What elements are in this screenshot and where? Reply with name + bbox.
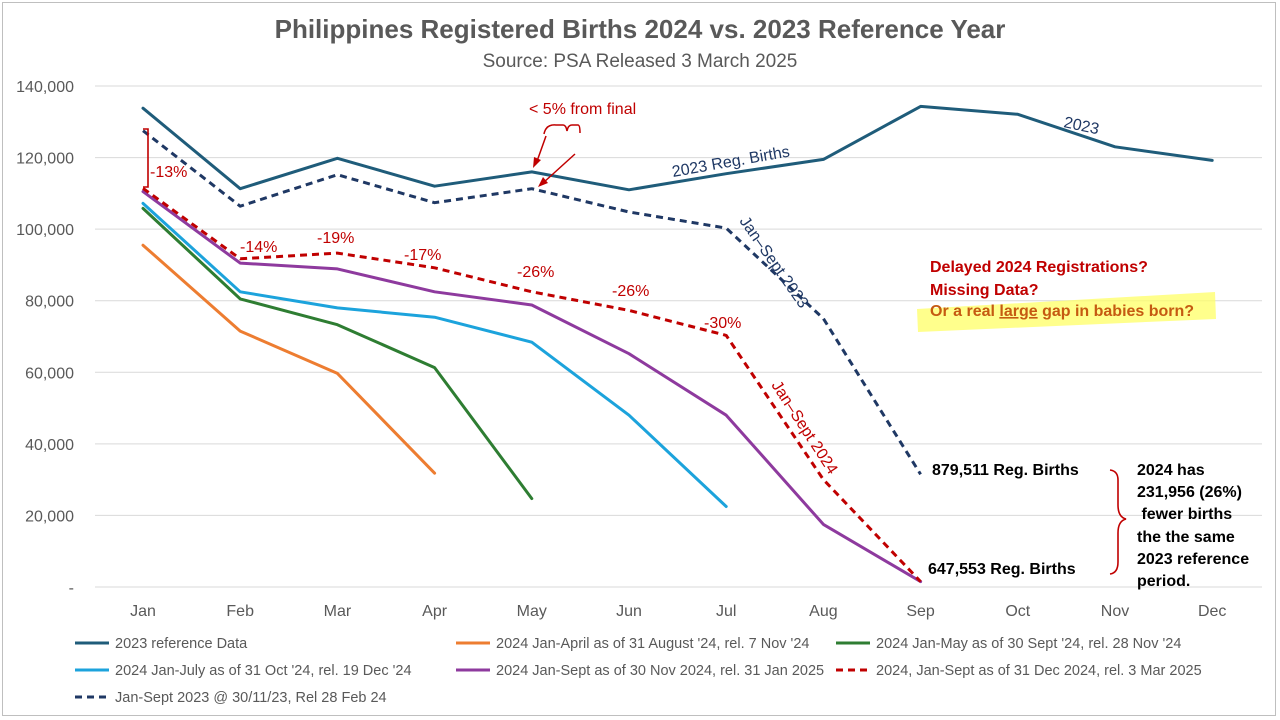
y-tick-label: 60,000 [25, 365, 74, 382]
total-2023-label: 879,511 Reg. Births [932, 462, 1079, 479]
y-tick-label: 40,000 [25, 437, 74, 454]
gap-note-line-1: 2024 has [1137, 462, 1205, 479]
pct-label-jul: -30% [704, 315, 741, 332]
series-line-0 [141, 104, 1214, 192]
y-tick-label: 100,000 [16, 222, 74, 239]
gridlines [95, 85, 1262, 588]
x-tick-label: Aug [809, 603, 837, 620]
y-tick-label: - [69, 580, 74, 597]
question-line-3-post: gap in babies born? [1038, 303, 1194, 320]
pct-label-mar: -19% [317, 230, 354, 247]
gap-note-line-5: 2023 reference [1137, 551, 1249, 568]
arrowhead-dash2023-may [538, 177, 548, 187]
x-tick-label: Jan [130, 603, 156, 620]
legend-label: 2024, Jan-Sept as of 31 Dec 2024, rel. 3… [876, 663, 1202, 679]
legend-label: 2024 Jan-April as of 31 August '24, rel.… [496, 636, 809, 652]
x-tick-label: Apr [422, 603, 448, 620]
x-tick-label: Jul [716, 603, 736, 620]
gap-note-line-2: 231,956 (26%) [1137, 484, 1242, 501]
y-tick-label: 120,000 [16, 151, 74, 168]
pct-label-apr: -17% [404, 247, 441, 264]
x-tick-label: Dec [1198, 603, 1226, 620]
label-2023: 2023 [1062, 114, 1100, 138]
less-than-final-brace [543, 124, 581, 135]
y-axis: - 20,000 40,000 60,000 80,000 100,000 120,000 1… [16, 79, 74, 597]
series-line-4 [141, 190, 923, 584]
legend-label: 2024 Jan-July as of 31 Oct '24, rel. 19 … [115, 663, 412, 679]
legend-label: Jan-Sept 2023 @ 30/11/23, Rel 28 Feb 24 [115, 690, 387, 706]
arrowhead-2023-may [533, 157, 541, 168]
jan-sept-2023-label: Jan–Sept 2023 [736, 214, 812, 312]
x-tick-label: Nov [1101, 603, 1129, 620]
y-tick-label: 80,000 [25, 294, 74, 311]
series-lines [141, 104, 1214, 584]
x-axis: Jan Feb Mar Apr May Jun Jul Aug Sep Oct Nov Dec [130, 603, 1226, 620]
x-tick-label: Oct [1005, 603, 1030, 620]
highlight-marker [917, 292, 1216, 332]
gap-note-line-6: period. [1137, 573, 1190, 590]
question-line-3-emphasis: large [999, 303, 1037, 320]
series-line-6 [142, 129, 922, 476]
x-tick-label: Jun [616, 603, 642, 620]
arrow-to-dash2023-may [542, 153, 576, 184]
reg-births-2023-label: 2023 Reg. Births [671, 144, 791, 181]
chart-title: Philippines Registered Births 2024 vs. 2… [274, 14, 1006, 44]
question-line-3-pre: Or a real [930, 303, 999, 320]
pct-label-feb: -14% [240, 239, 277, 256]
y-tick-label: 20,000 [25, 508, 74, 525]
legend-label: 2024 Jan-Sept as of 30 Nov 2024, rel. 31… [496, 663, 824, 679]
question-line-2: Missing Data? [930, 282, 1038, 299]
jan-sept-2024-label: Jan–Sept 2024 [768, 378, 841, 478]
less-than-final-label: < 5% from final [529, 101, 636, 118]
question-line-3: Or a real large gap in babies born? [930, 303, 1194, 320]
total-2024-label: 647,553 Reg. Births [928, 561, 1076, 578]
x-tick-label: Feb [226, 603, 254, 620]
legend-label: 2024 Jan-May as of 30 Sept '24, rel. 28 … [876, 636, 1181, 652]
pct-label-jan: -13% [150, 164, 187, 181]
gap-note-line-4: the the same [1137, 529, 1235, 546]
legend: 2023 reference Data 2024 Jan-April as of … [75, 636, 1202, 706]
chart-subtitle: Source: PSA Released 3 March 2025 [482, 51, 798, 72]
x-tick-label: May [517, 603, 547, 620]
x-tick-label: Mar [324, 603, 352, 620]
annotations: -13% -14% -19% -17% -26% -26% -30% < 5% … [143, 101, 1249, 590]
series-line-1 [141, 243, 437, 475]
y-tick-label: 140,000 [16, 79, 74, 96]
gap-brace [1109, 469, 1127, 575]
series-line-2 [141, 206, 534, 501]
pct-label-may: -26% [517, 264, 554, 281]
pct-bracket-jan [143, 128, 149, 188]
legend-label: 2023 reference Data [115, 636, 248, 652]
question-line-1: Delayed 2024 Registrations? [930, 259, 1148, 276]
series-line-3 [141, 201, 728, 508]
pct-label-jun: -26% [612, 283, 649, 300]
x-tick-label: Sep [906, 603, 935, 620]
gap-note-line-3: fewer births [1137, 506, 1232, 523]
